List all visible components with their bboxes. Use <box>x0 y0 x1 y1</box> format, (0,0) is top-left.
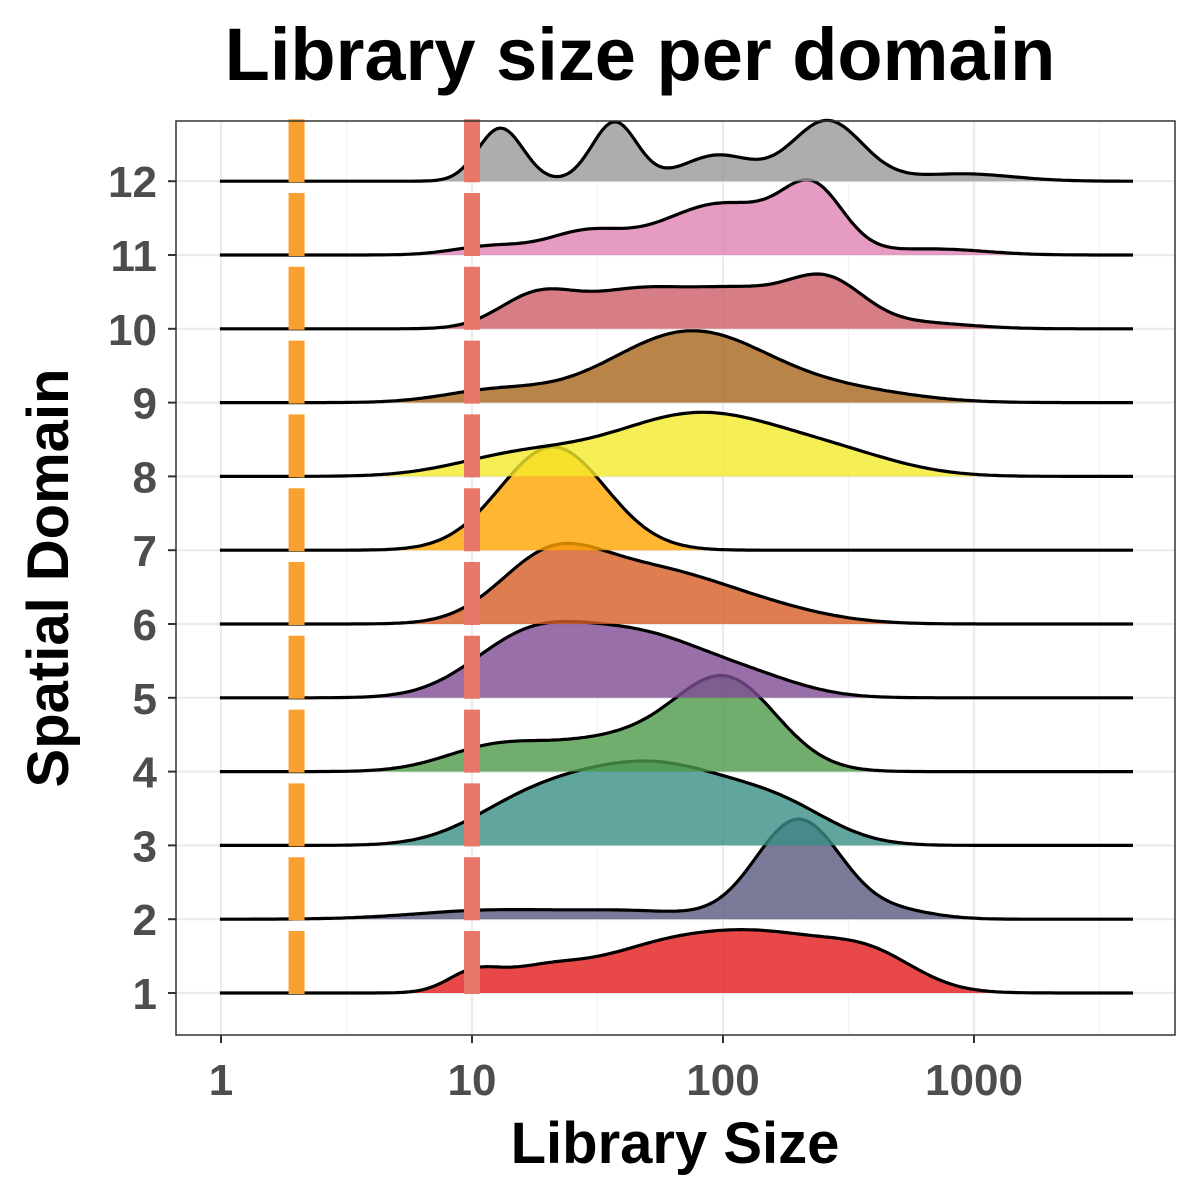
ridge-outline-12 <box>219 118 1133 183</box>
ridge-outline-8 <box>219 410 1133 478</box>
y-tick-label: 12 <box>108 158 157 207</box>
ridge-outline-10 <box>219 272 1133 331</box>
ridge-area-8 <box>219 412 1133 477</box>
ridge-area-11 <box>219 179 1133 255</box>
chart-title: Library size per domain <box>225 13 1056 96</box>
ridge-area-9 <box>219 330 1133 403</box>
ridge-area-1 <box>219 929 1133 993</box>
y-tick-label: 8 <box>133 453 157 502</box>
ridge-outline-5 <box>219 619 1133 700</box>
y-tick-label: 5 <box>133 675 157 724</box>
ridge-outline-7 <box>219 445 1133 552</box>
y-tick-label: 2 <box>133 896 157 945</box>
x-tick-label: 100 <box>686 1056 759 1105</box>
ridge-area-5 <box>219 621 1133 698</box>
ridge-outline-11 <box>219 178 1133 257</box>
x-tick-label: 1 <box>209 1056 233 1105</box>
ridge-outline-9 <box>219 329 1133 405</box>
ridge-area-3 <box>219 761 1133 846</box>
y-tick-label: 7 <box>133 527 157 576</box>
x-tick-label: 1000 <box>925 1056 1023 1105</box>
y-tick-label: 4 <box>133 749 158 798</box>
y-tick-label: 11 <box>110 232 157 281</box>
threshold-lines <box>288 119 480 994</box>
ridge-area-10 <box>219 274 1133 329</box>
ridge-area-4 <box>219 675 1133 772</box>
ridge-area-12 <box>219 120 1133 182</box>
x-tick-label: 10 <box>448 1056 497 1105</box>
y-axis-title: Spatial Domain <box>16 369 81 788</box>
y-tick-label: 9 <box>133 380 157 429</box>
panel-border <box>175 120 1176 1036</box>
ridges <box>219 118 1133 995</box>
x-axis: 1 10 100 1000 <box>209 1035 1023 1105</box>
ridge-outline-6 <box>219 541 1133 626</box>
ridge-outline-1 <box>219 928 1133 995</box>
ridge-area-6 <box>219 543 1133 624</box>
y-tick-label: 6 <box>133 601 157 650</box>
y-tick-label: 1 <box>133 970 157 1019</box>
x-axis-title: Library Size <box>511 1111 840 1176</box>
ridge-outline-2 <box>219 817 1133 921</box>
y-tick-label: 10 <box>108 306 157 355</box>
y-tick-label: 3 <box>133 822 157 871</box>
